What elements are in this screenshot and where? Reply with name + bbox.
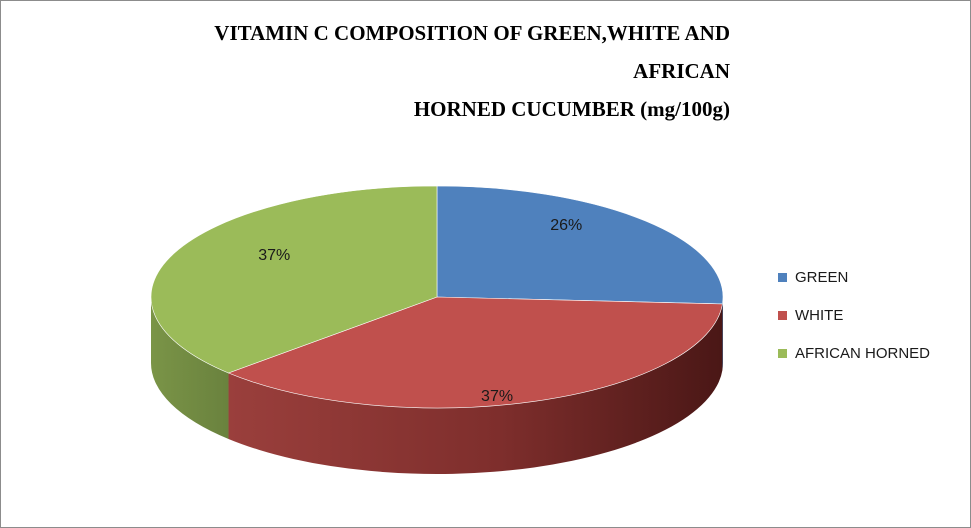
chart-title: VITAMIN C COMPOSITION OF GREEN,WHITE AND… [120, 14, 850, 128]
legend-label-green: GREEN [795, 268, 849, 286]
legend-label-african-horned: AFRICAN HORNED [795, 344, 931, 362]
legend-swatch-african-horned [778, 348, 787, 358]
pie-slice-white [227, 296, 723, 409]
data-label-african-horned: 37% [258, 247, 290, 264]
legend-swatch-white [778, 310, 787, 320]
pie-side-green [722, 297, 723, 370]
legend-item-white: WHITE [778, 296, 930, 334]
pie-side-white [228, 303, 723, 474]
pie-side-african-horned [151, 297, 229, 439]
chart-title-line1: VITAMIN C COMPOSITION OF GREEN,WHITE AND… [214, 21, 730, 83]
data-label-green: 26% [550, 217, 582, 234]
legend: GREEN WHITE AFRICAN HORNED [778, 258, 930, 372]
legend-item-green: GREEN [778, 258, 930, 296]
chart-title-line2: HORNED CUCUMBER (mg/100g) [413, 97, 730, 121]
legend-label-white: WHITE [795, 306, 844, 324]
data-label-white: 37% [481, 388, 513, 405]
legend-item-african-horned: AFRICAN HORNED [778, 334, 930, 372]
pie-slice-green [436, 185, 724, 305]
pie-slice-african-horned [150, 185, 438, 374]
legend-swatch-green [778, 272, 787, 282]
